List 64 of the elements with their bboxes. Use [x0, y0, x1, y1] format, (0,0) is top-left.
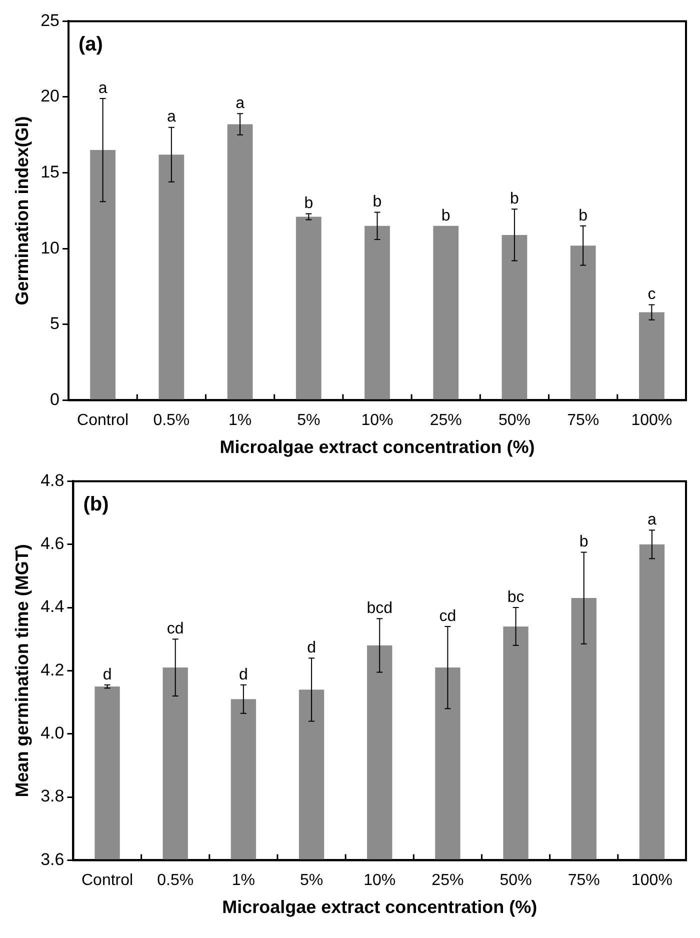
x-tick-label: Control	[81, 872, 134, 890]
x-tick-label: 50%	[498, 412, 530, 430]
y-tick-label: 3.8	[40, 786, 64, 806]
y-tick-label: 4.2	[40, 660, 64, 680]
x-tick-label: 10%	[364, 872, 396, 890]
y-tick-label: 3.6	[40, 850, 64, 869]
annotation: d	[238, 666, 248, 684]
x-tick-label: 100%	[631, 412, 672, 430]
y-tick-label: 20	[40, 86, 60, 106]
bar	[570, 246, 596, 400]
annotation: c	[648, 286, 656, 304]
y-tick-label: 15	[40, 162, 60, 182]
x-tick-label: 75%	[567, 412, 600, 430]
annotation: cd	[439, 608, 456, 625]
x-tick-label: 50%	[500, 872, 532, 890]
bar	[227, 124, 253, 400]
annotation: cd	[166, 620, 184, 638]
x-tick-label: 5%	[297, 412, 320, 430]
annotation: a	[648, 512, 657, 529]
x-tick-label: 10%	[361, 412, 394, 430]
x-tick-label: 25%	[432, 872, 464, 890]
x-tick-label: 1%	[232, 872, 256, 890]
annotation: a	[236, 95, 245, 112]
y-tick-label: 0	[50, 390, 60, 409]
annotation: d	[102, 666, 112, 684]
y-tick-label: 4.4	[40, 597, 64, 616]
x-axis-title: Microalgae extract concentration (%)	[220, 437, 535, 458]
bar	[296, 216, 322, 400]
bar	[433, 226, 459, 400]
annotation: a	[166, 108, 176, 126]
x-tick-label: Control	[77, 412, 129, 430]
annotation: d	[307, 639, 316, 656]
y-tick-label: 25	[40, 10, 60, 30]
bar	[158, 154, 184, 400]
x-tick-label: 100%	[631, 872, 672, 890]
x-tick-label: 5%	[300, 872, 324, 890]
y-tick-label: 10	[40, 238, 60, 258]
y-tick-label: 4.6	[40, 534, 64, 554]
y-tick-label: 5	[50, 314, 60, 334]
annotation: (a)	[78, 34, 103, 56]
x-tick-label: 0.5%	[157, 872, 194, 890]
x-tick-label: 0.5%	[153, 412, 190, 430]
annotation: a	[98, 80, 108, 97]
bar	[90, 150, 116, 400]
bar	[364, 226, 390, 400]
annotation: b	[510, 190, 520, 208]
annotation: b	[304, 195, 314, 212]
bar	[639, 312, 664, 400]
bar	[502, 234, 528, 400]
annotation: b	[441, 207, 450, 224]
x-axis-title: Microalgae extract concentration (%)	[222, 897, 538, 918]
y-tick-label: 4.0	[40, 724, 64, 743]
annotation: bcd	[366, 600, 393, 617]
y-axis-title: Germination index(GI)	[12, 116, 32, 306]
y-tick-label: 4.8	[40, 470, 64, 490]
annotation: b	[578, 207, 588, 224]
annotation: (b)	[83, 494, 109, 516]
x-tick-label: 75%	[568, 872, 600, 890]
annotation: b	[372, 194, 382, 211]
annotation: bc	[507, 588, 524, 606]
x-tick-label: 1%	[228, 412, 252, 430]
y-axis-title: Mean germination time (MGT)	[12, 544, 32, 798]
x-tick-label: 25%	[430, 412, 462, 430]
annotation: b	[579, 534, 588, 551]
